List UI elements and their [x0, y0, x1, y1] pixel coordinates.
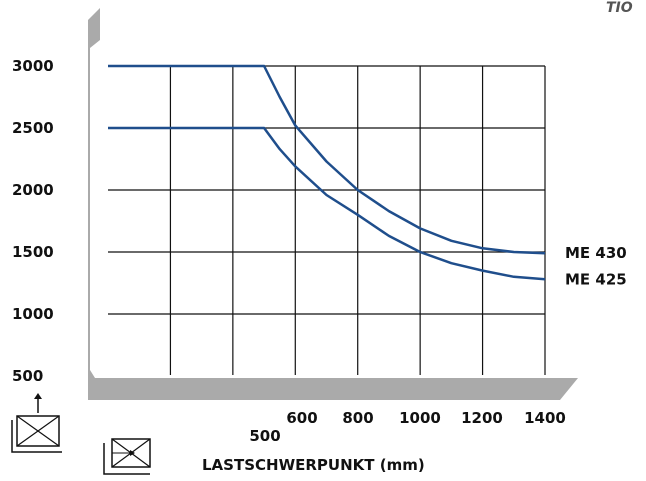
series-line-0 — [108, 64, 546, 255]
y-tick-label-4: 2500 — [12, 119, 54, 137]
y-tick-labels: 500 1000 1500 2000 2500 3000 — [12, 57, 54, 385]
pallet-lift-icon — [11, 393, 62, 453]
x-tick-labels: 500 600 800 1000 1200 1400 — [249, 409, 566, 445]
series-labels: ME 430 ME 425 — [565, 244, 627, 288]
corner-mark: TIO — [606, 0, 633, 16]
x-tick-label-3: 1000 — [399, 409, 441, 427]
x-tick-label-1: 600 — [286, 409, 317, 427]
y-tick-label-2: 1500 — [12, 243, 54, 261]
series-group — [108, 64, 546, 281]
pallet-load-icon — [103, 438, 151, 475]
series-line-1 — [108, 126, 546, 281]
y-tick-label-0: 500 — [12, 367, 43, 385]
y-tick-label-1: 1000 — [12, 305, 54, 323]
y-tick-label-3: 2000 — [12, 181, 54, 199]
x-tick-label-5: 1400 — [524, 409, 566, 427]
grid — [108, 65, 546, 375]
y-tick-label-5: 3000 — [12, 57, 54, 75]
series-label-0: ME 430 — [565, 244, 627, 262]
x-tick-label-2: 800 — [342, 409, 373, 427]
x-tick-label-0: 500 — [249, 427, 280, 445]
x-tick-label-4: 1200 — [461, 409, 503, 427]
series-label-1: ME 425 — [565, 270, 627, 288]
x-axis-label: LASTSCHWERPUNKT (mm) — [202, 456, 425, 474]
